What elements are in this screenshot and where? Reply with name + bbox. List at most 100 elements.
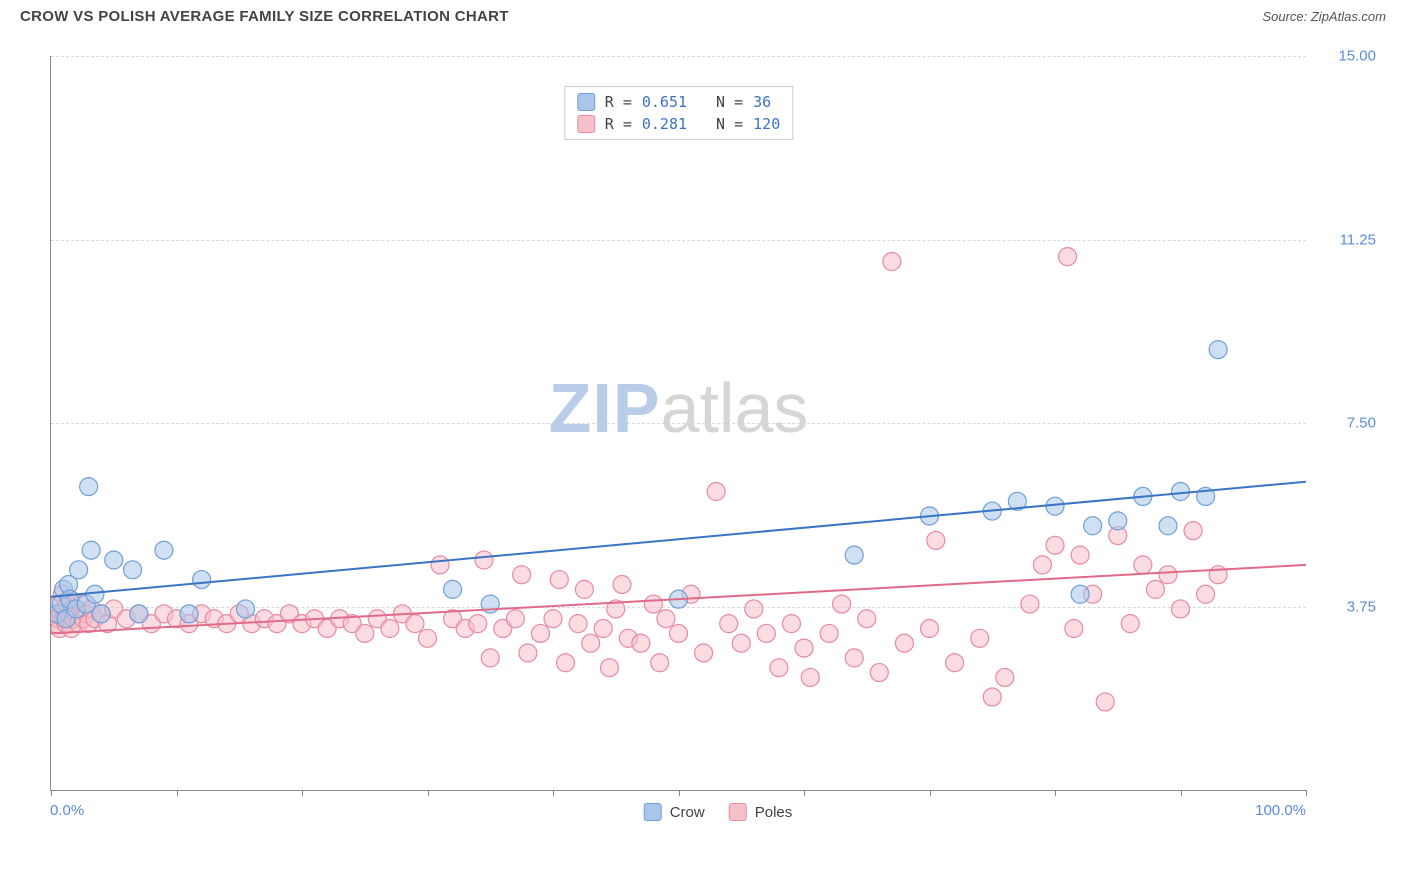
data-point [130,605,148,623]
swatch-crow [577,93,595,111]
legend-label-poles: Poles [755,804,793,821]
data-point [544,610,562,628]
x-tick [804,790,805,796]
data-point [695,644,713,662]
swatch-crow [644,803,662,821]
data-point [506,610,524,628]
data-point [1121,615,1139,633]
data-point [70,561,88,579]
source-label: Source: [1262,9,1310,24]
data-point [927,531,945,549]
data-point [1159,566,1177,584]
x-tick [930,790,931,796]
source-citation: Source: ZipAtlas.com [1262,9,1386,24]
chart-header: CROW VS POLISH AVERAGE FAMILY SIZE CORRE… [0,0,1406,31]
chart-wrap: Average Family Size ZIPatlas R = 0.651 N… [50,31,1386,821]
x-tick [1306,790,1307,796]
data-point [237,600,255,618]
data-point [996,668,1014,686]
data-point [82,541,100,559]
data-point [921,620,939,638]
legend-row-crow: R = 0.651 N = 36 [577,91,780,113]
data-point [845,546,863,564]
r-value-crow: 0.651 [642,93,687,111]
data-point [657,610,675,628]
data-point [1197,585,1215,603]
data-point [519,644,537,662]
n-value-crow: 36 [753,93,771,111]
data-point [1159,517,1177,535]
legend-item-poles: Poles [729,803,793,821]
data-point [193,571,211,589]
data-point [895,634,913,652]
x-axis-min-label: 0.0% [50,802,84,819]
data-point [594,620,612,638]
swatch-poles [729,803,747,821]
x-tick [1181,790,1182,796]
x-axis-max-label: 100.0% [1255,802,1306,819]
n-label: N = [716,93,743,111]
data-point [745,600,763,618]
data-point [883,253,901,271]
data-point [469,615,487,633]
r-value-poles: 0.281 [642,115,687,133]
data-point [858,610,876,628]
data-point [670,624,688,642]
data-point [1059,248,1077,266]
source-name: ZipAtlas.com [1311,9,1386,24]
data-point [801,668,819,686]
data-point [406,615,424,633]
data-point [1172,483,1190,501]
swatch-poles [577,115,595,133]
data-point [795,639,813,657]
data-point [644,595,662,613]
data-point [569,615,587,633]
plot-svg [51,56,1306,790]
data-point [757,624,775,642]
data-point [1096,693,1114,711]
data-point [1071,546,1089,564]
legend-row-poles: R = 0.281 N = 120 [577,113,780,135]
n-label: N = [716,115,743,133]
data-point [707,483,725,501]
data-point [1065,620,1083,638]
data-point [550,571,568,589]
data-point [1046,536,1064,554]
x-tick [1055,790,1056,796]
data-point [782,615,800,633]
data-point [632,634,650,652]
data-point [124,561,142,579]
trend-line [51,565,1306,634]
legend-label-crow: Crow [670,804,705,821]
data-point [1209,341,1227,359]
data-point [820,624,838,642]
data-point [557,654,575,672]
data-point [1033,556,1051,574]
x-tick [177,790,178,796]
data-point [1184,522,1202,540]
data-point [1172,600,1190,618]
x-tick [302,790,303,796]
y-tick-label: 3.75 [1316,598,1376,615]
data-point [419,629,437,647]
legend-item-crow: Crow [644,803,705,821]
data-point [732,634,750,652]
data-point [770,659,788,677]
data-point [1071,585,1089,603]
r-label: R = [605,115,632,133]
y-tick-label: 11.25 [1316,231,1376,248]
data-point [513,566,531,584]
data-point [983,688,1001,706]
data-point [1021,595,1039,613]
legend-correlation: R = 0.651 N = 36 R = 0.281 N = 120 [564,86,793,140]
legend-series: Crow Poles [644,803,793,821]
data-point [444,580,462,598]
data-point [870,664,888,682]
data-point [180,605,198,623]
data-point [356,624,374,642]
plot-area: ZIPatlas R = 0.651 N = 36 R = 0.281 N = … [50,56,1306,791]
data-point [600,659,618,677]
data-point [613,575,631,593]
data-point [92,605,110,623]
data-point [105,551,123,569]
